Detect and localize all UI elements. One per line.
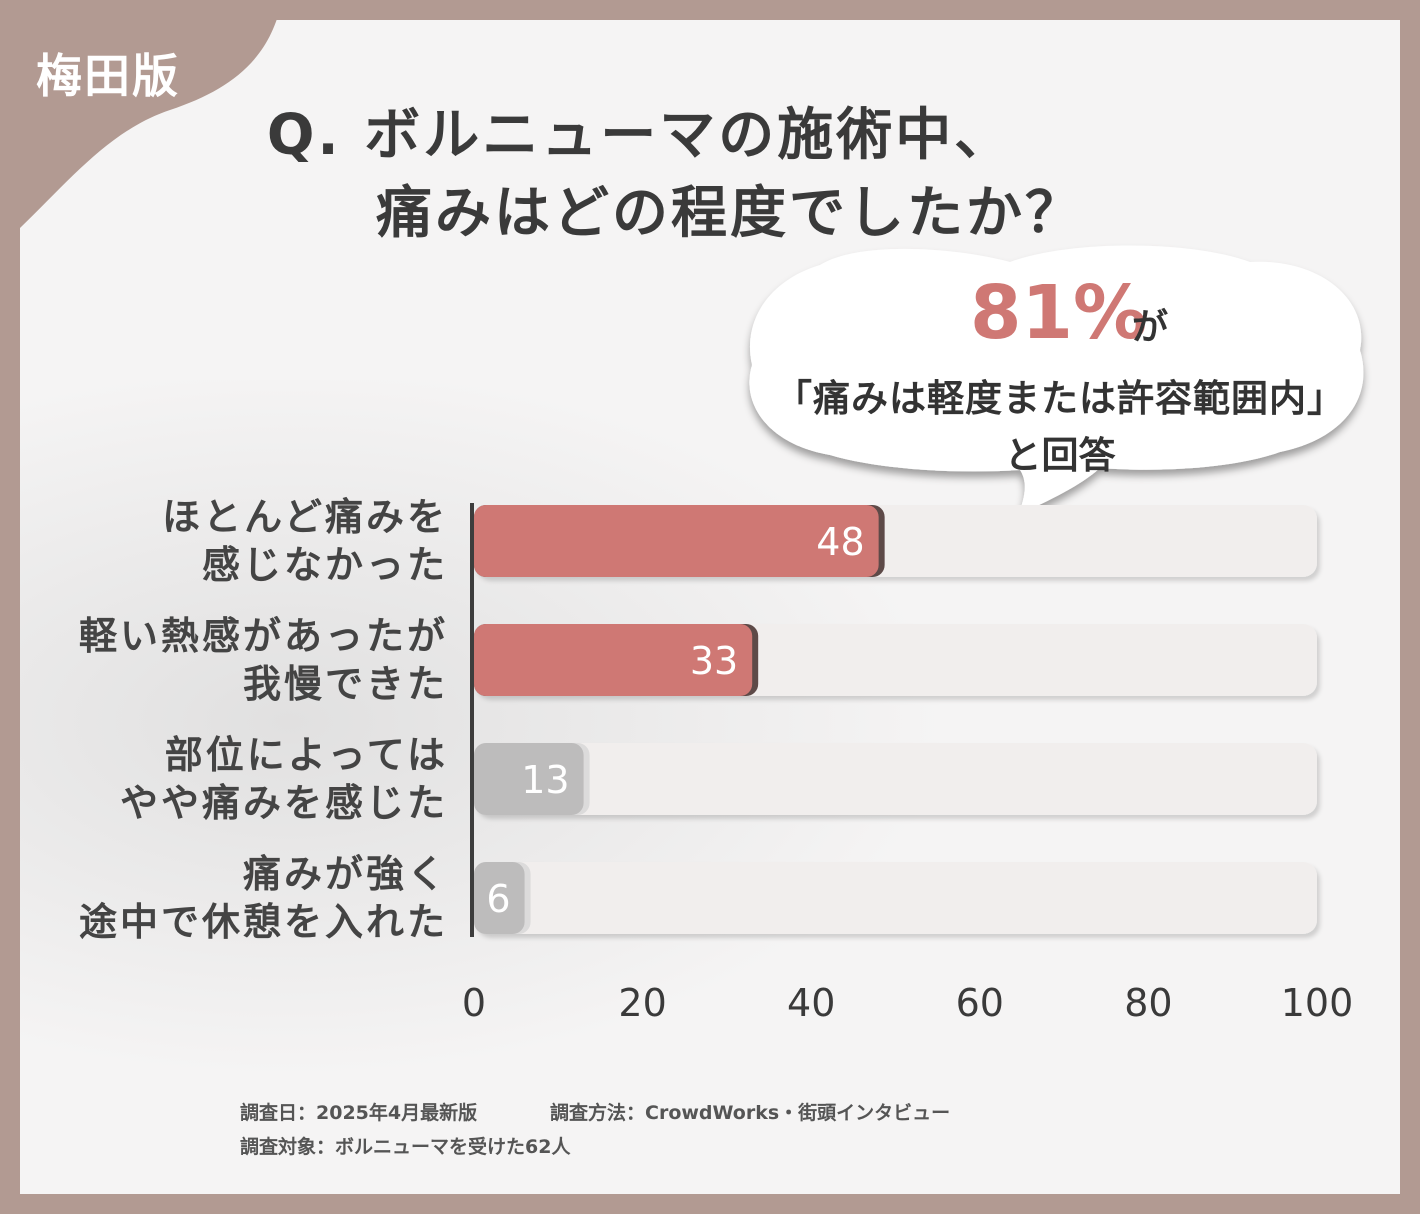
x-tick-label: 60 (956, 981, 1004, 1025)
category-label: 軽い熱感があったが 我慢できた (79, 612, 448, 708)
bar-1 (474, 505, 879, 577)
category-label-line: 部位によっては (164, 733, 448, 777)
x-tick-label: 40 (787, 981, 835, 1025)
category-label-line: 痛みが強く (242, 852, 448, 896)
bar-2 (474, 624, 753, 696)
callout-particle: が (1132, 307, 1169, 348)
badge-shape (0, 0, 282, 228)
bar-track (474, 862, 1317, 934)
bar-value-label: 6 (486, 877, 510, 921)
x-tick-label: 20 (618, 981, 666, 1025)
callout-percentage: 81% (970, 270, 1148, 356)
bar-value-label: 33 (690, 639, 738, 683)
footer-date: 調査日：2025年4月最新版 (240, 1102, 478, 1124)
x-tick-label: 80 (1124, 981, 1172, 1025)
callout-statement: 「痛みは軽度または許容範囲内」 (775, 377, 1345, 420)
category-label: 部位によっては やや痛みを感じた (120, 731, 448, 827)
category-label: ほとんど痛みを 感じなかった (162, 493, 448, 589)
bar-track (474, 743, 1317, 815)
bar-value-label: 48 (816, 520, 864, 564)
bar-3 (474, 743, 584, 815)
bar-4 (474, 862, 525, 934)
category-label-line: 感じなかった (201, 543, 448, 587)
x-tick-label: 0 (462, 981, 486, 1025)
footer-target: 調査対象：ボルニューマを受けた62人 (240, 1136, 571, 1158)
x-tick-label: 100 (1281, 981, 1354, 1025)
page-title-line2: 痛みはどの程度でしたか？ (376, 181, 1084, 246)
bar-chart: 48 33 13 6 0 20 40 60 80 100 (462, 503, 1354, 1025)
category-label-line: 軽い熱感があったが (78, 614, 448, 658)
category-label: 痛みが強く 途中で休憩を入れた (79, 850, 448, 946)
edition-badge: 梅田版 (36, 49, 180, 103)
page-title-line1: Q. ボルニューマの施術中、 (266, 103, 1014, 168)
bar-value-label: 13 (521, 758, 569, 802)
category-label-line: ほとんど痛みを (162, 495, 448, 539)
callout-answer: と回答 (1004, 434, 1116, 477)
category-label-line: 我慢できた (242, 662, 448, 706)
category-label-line: やや痛みを感じた (119, 781, 448, 825)
category-label-line: 途中で休憩を入れた (78, 900, 448, 944)
footer-method: 調査方法：CrowdWorks・街頭インタビュー (550, 1102, 951, 1124)
